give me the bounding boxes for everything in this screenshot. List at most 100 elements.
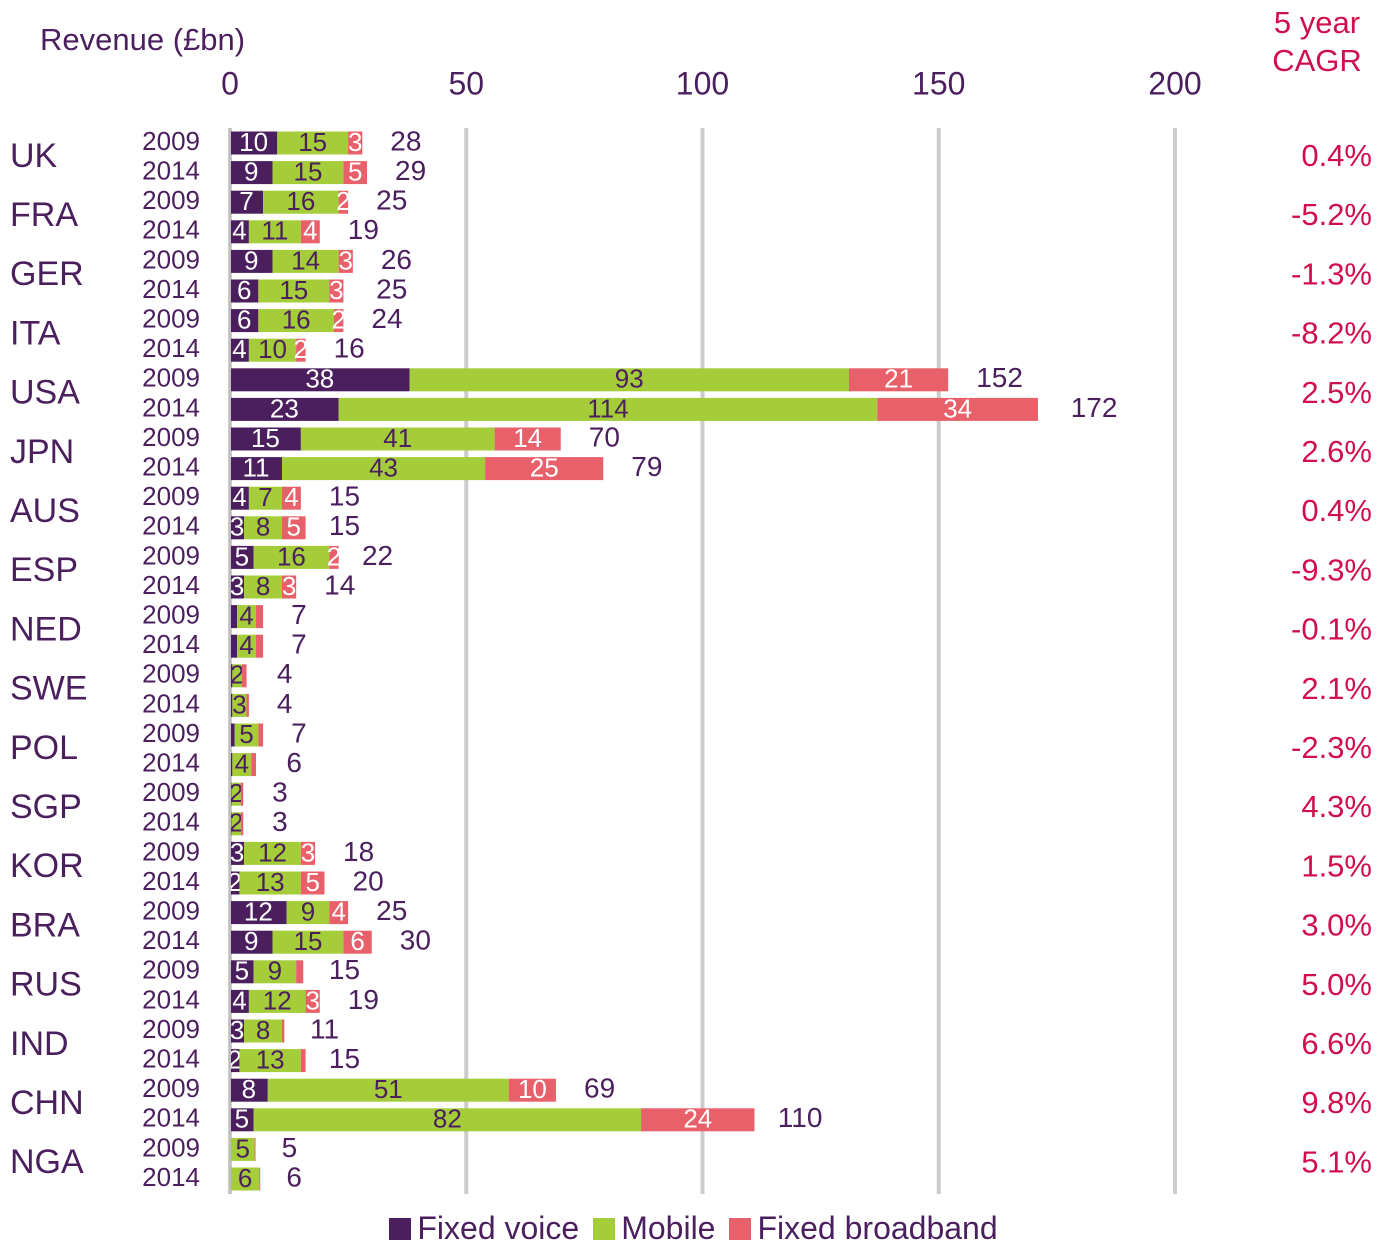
y-tick-label: 2014	[142, 866, 200, 896]
bar-segment	[230, 516, 245, 540]
bar-segment	[230, 1078, 268, 1102]
bar-segment	[348, 131, 363, 155]
data-label: 6	[238, 1163, 252, 1193]
total-label: 4	[277, 688, 293, 719]
y-tick-label: 2009	[142, 836, 200, 866]
bar-segment	[230, 249, 273, 273]
data-label: 3	[232, 689, 246, 719]
bar-segment	[230, 190, 264, 214]
total-label: 5	[282, 1132, 298, 1163]
data-label: 5	[287, 512, 301, 542]
data-label: 6	[350, 926, 364, 956]
total-label: 70	[589, 421, 620, 452]
bar-segment	[272, 930, 344, 954]
y-tick-label: 2009	[142, 1073, 200, 1103]
data-label: 13	[256, 867, 285, 897]
x-tick-label: 200	[1148, 65, 1201, 101]
bar-segment	[230, 131, 278, 155]
bar-segment	[848, 368, 949, 392]
bar-segment	[338, 190, 349, 214]
data-label: 15	[251, 423, 280, 453]
data-label: 34	[943, 393, 972, 423]
total-label: 6	[286, 1161, 302, 1192]
bar-segment	[281, 516, 306, 540]
total-label: 28	[390, 125, 421, 156]
cagr-label: -1.3%	[1291, 256, 1372, 291]
y-tick-label: 2009	[142, 126, 200, 156]
bar-segment	[237, 605, 256, 629]
legend-swatch	[729, 1217, 752, 1240]
data-label: 4	[232, 216, 246, 246]
axis-title: Revenue (£bn)	[40, 22, 246, 57]
total-label: 20	[353, 865, 384, 896]
total-label: 14	[324, 569, 355, 600]
data-label: 5	[348, 156, 362, 186]
data-label: 51	[374, 1074, 403, 1104]
data-label: 4	[239, 630, 253, 660]
total-label: 25	[376, 895, 407, 926]
data-label: 8	[256, 512, 270, 542]
x-tick-label: 50	[448, 65, 484, 101]
data-label: 4	[331, 896, 345, 926]
bar-segment	[244, 841, 301, 865]
cagr-label: 5.0%	[1301, 967, 1372, 1002]
y-tick-label: 2014	[142, 215, 200, 245]
bar-segment	[241, 664, 247, 688]
bar-segment	[230, 368, 410, 392]
cagr-label: 1.5%	[1301, 848, 1372, 883]
cagr-label: 9.8%	[1301, 1085, 1372, 1120]
bar-segment	[244, 516, 282, 540]
group-label: NED	[10, 610, 82, 648]
bar-segment	[877, 397, 1038, 421]
data-label: 5	[239, 719, 253, 749]
total-label: 4	[277, 658, 293, 689]
data-label: 3	[230, 512, 244, 542]
bar-segment	[244, 575, 282, 599]
bar-segment	[230, 397, 339, 421]
bar-segment	[248, 989, 306, 1013]
data-label: 9	[244, 245, 258, 275]
bar-segment	[254, 1137, 256, 1161]
total-label: 30	[400, 925, 431, 956]
x-tick-label: 100	[676, 65, 729, 101]
bar-segment	[230, 1049, 240, 1073]
cagr-label: 4.3%	[1301, 789, 1372, 824]
bar-segment	[263, 190, 339, 214]
group-label: POL	[10, 729, 78, 767]
group-label: JPN	[10, 433, 74, 471]
bar-segment	[230, 605, 238, 629]
bar-segment	[277, 131, 349, 155]
bar-segment	[409, 368, 849, 392]
bar-segment	[494, 427, 561, 451]
y-tick-label: 2009	[142, 185, 200, 215]
group-label: GER	[10, 255, 84, 293]
cagr-label: 0.4%	[1301, 138, 1372, 173]
total-label: 6	[286, 747, 302, 778]
bar-segment	[237, 634, 256, 658]
total-label: 19	[348, 984, 379, 1015]
data-label: 3	[230, 837, 244, 867]
data-label: 12	[244, 896, 273, 926]
data-label: 3	[230, 1015, 244, 1045]
data-label: 93	[615, 364, 644, 394]
y-tick-label: 2014	[142, 807, 200, 837]
bar-segment	[258, 723, 264, 747]
bar-segment	[258, 309, 334, 333]
total-label: 25	[376, 273, 407, 304]
group-label: CHN	[10, 1084, 84, 1122]
bar-segment	[239, 1049, 301, 1073]
total-label: 79	[631, 451, 662, 482]
bar-segment	[300, 220, 320, 244]
data-label: 10	[258, 334, 287, 364]
legend-swatch	[593, 1217, 616, 1240]
data-label: 114	[587, 393, 628, 423]
data-label: 2	[230, 660, 244, 690]
data-label: 16	[282, 304, 311, 334]
y-tick-label: 2009	[142, 895, 200, 925]
bar-segment	[230, 664, 233, 688]
data-label: 9	[244, 156, 258, 186]
data-label: 4	[284, 482, 298, 512]
bar-segment	[230, 871, 240, 895]
